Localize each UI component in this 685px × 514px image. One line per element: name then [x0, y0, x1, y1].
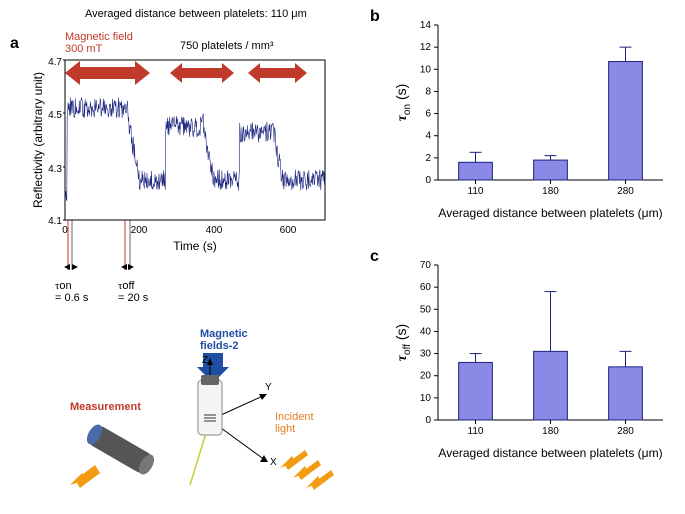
vial-icon [198, 380, 222, 435]
svg-text:30: 30 [420, 349, 432, 360]
svg-text:10: 10 [420, 393, 432, 404]
svg-text:4.1: 4.1 [48, 216, 62, 227]
svg-text:40: 40 [420, 326, 432, 337]
platelets-text: 750 platelets / mm³ [180, 40, 274, 52]
svg-text:50: 50 [420, 304, 432, 315]
svg-text:4: 4 [425, 131, 431, 142]
svg-text:400: 400 [206, 225, 223, 236]
svg-text:light: light [275, 423, 295, 435]
field-arrow-1 [65, 61, 150, 85]
svg-text:280: 280 [617, 426, 634, 437]
svg-text:0: 0 [62, 225, 68, 236]
svg-text:2: 2 [425, 153, 431, 164]
field-arrow-3 [248, 63, 307, 83]
svg-text:300 mT: 300 mT [65, 43, 103, 55]
reflectivity-axis-label: Reflectivity (arbitrary unit) [31, 72, 45, 208]
svg-text:600: 600 [280, 225, 297, 236]
svg-text:fields-2: fields-2 [200, 340, 239, 352]
panel-c-label: c [370, 248, 379, 266]
bar-280 [609, 367, 643, 420]
panel-a-diagram: Magnetic fields-2 Z Y X Measurement Inci… [70, 325, 340, 505]
svg-text:Y: Y [265, 382, 272, 393]
bar-280 [609, 62, 643, 180]
svg-text:0: 0 [425, 175, 431, 186]
vial-cap-icon [201, 375, 219, 385]
svg-text:Averaged distance between plat: Averaged distance between platelets (μm) [438, 206, 662, 220]
panel-b-chart: 0 2 4 6 8 10 12 14 110 180 280 Averaged distance be… [390, 15, 675, 225]
panel-a-chart: Magnetic field 300 mT 750 platelets / mm… [30, 25, 340, 285]
svg-text:4.3: 4.3 [48, 164, 62, 175]
svg-text:70: 70 [420, 260, 432, 271]
incident-arrows-icon [280, 450, 334, 490]
tau-off-block: τoff = 20 s [118, 280, 148, 304]
reflectivity-trace [65, 97, 325, 200]
time-axis-label: Time (s) [173, 239, 217, 253]
svg-text:14: 14 [420, 20, 432, 31]
bar-110 [459, 362, 493, 420]
magnetic-field-text: Magnetic field [65, 31, 133, 43]
svg-text:Magnetic: Magnetic [200, 328, 248, 340]
incident-light-label: Incident [275, 411, 314, 423]
svg-text:8: 8 [425, 86, 431, 97]
svg-text:200: 200 [131, 225, 148, 236]
svg-text:4.7: 4.7 [48, 57, 62, 68]
svg-text:τon (s): τon (s) [393, 84, 413, 122]
panel-b-label: b [370, 8, 380, 26]
panel-a-label: a [10, 35, 19, 53]
svg-text:12: 12 [420, 42, 432, 53]
svg-text:20: 20 [420, 371, 432, 382]
tau-on-block: τon = 0.6 s [55, 280, 88, 304]
svg-text:60: 60 [420, 282, 432, 293]
measurement-label: Measurement [70, 401, 141, 413]
svg-text:τoff (s): τoff (s) [393, 324, 413, 361]
panel-c-chart: 0 10 20 30 40 50 60 70 110 180 280 Averaged distanc… [390, 255, 675, 465]
bar-110 [459, 162, 493, 180]
svg-text:180: 180 [542, 186, 559, 197]
field-arrow-2 [170, 63, 234, 83]
svg-text:X: X [270, 457, 277, 468]
svg-text:Z: Z [202, 355, 208, 366]
svg-text:110: 110 [468, 186, 484, 197]
svg-text:6: 6 [425, 109, 431, 120]
panel-a-header: Averaged distance between platelets: 110… [85, 8, 307, 20]
svg-text:0: 0 [425, 415, 431, 426]
svg-text:Averaged distance between plat: Averaged distance between platelets (μm) [438, 446, 662, 460]
svg-text:180: 180 [542, 426, 559, 437]
svg-text:4.5: 4.5 [48, 110, 62, 121]
bar-180 [534, 160, 568, 180]
svg-text:110: 110 [468, 426, 484, 437]
svg-text:10: 10 [420, 64, 432, 75]
svg-text:280: 280 [617, 186, 634, 197]
bar-180 [534, 351, 568, 420]
